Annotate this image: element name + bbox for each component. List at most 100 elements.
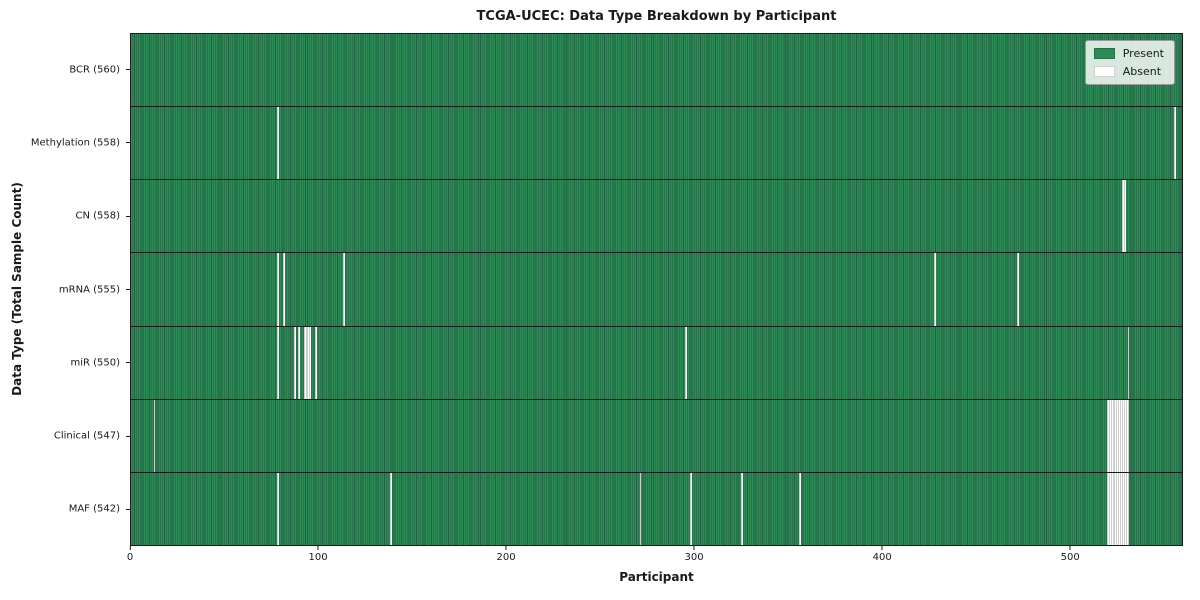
x-tick: 300 [685, 546, 704, 563]
heatmap-row [131, 399, 1182, 473]
absent-stripe [294, 326, 297, 399]
y-tick-label: Methylation (558) [30, 137, 120, 149]
absent-stripe [277, 326, 280, 399]
y-tick-label: Clinical (547) [53, 430, 120, 442]
absent-stripe [283, 253, 285, 326]
y-tick-mark [126, 69, 130, 71]
absent-stripe [799, 472, 801, 545]
absent-stripe [303, 326, 306, 399]
x-tick: 500 [1061, 546, 1080, 563]
absent-stripe [1127, 326, 1130, 399]
absent-stripe [1123, 399, 1126, 472]
x-tick-label: 500 [1060, 552, 1080, 563]
x-tick: 400 [873, 546, 892, 563]
absent-stripe [309, 326, 312, 399]
absent-stripe [1120, 399, 1122, 472]
absent-stripe [277, 107, 280, 180]
absent-stripe [1123, 180, 1126, 253]
heatmap [131, 34, 1182, 545]
x-tick: 200 [497, 546, 516, 563]
legend-label: Present [1122, 47, 1164, 60]
absent-stripe [277, 472, 280, 545]
x-tick-mark [881, 546, 883, 550]
absent-stripe [298, 326, 300, 399]
absent-stripe [1114, 472, 1117, 545]
x-tick-mark [1069, 546, 1071, 550]
x-tick-label: 400 [872, 552, 892, 563]
x-tick: 0 [127, 546, 133, 563]
y-tick-mark [126, 142, 130, 144]
x-tick-mark [693, 546, 695, 550]
absent-stripe [1121, 180, 1124, 253]
plot-area: Present Absent [130, 33, 1183, 546]
absent-stripe [1112, 472, 1115, 545]
absent-stripe [1174, 107, 1177, 180]
absent-stripe [1125, 472, 1128, 545]
x-tick-mark [317, 546, 319, 550]
y-tick-mark [126, 508, 130, 510]
x-tick-label: 200 [496, 552, 516, 563]
absent-stripe [934, 253, 937, 326]
y-tick-mark [126, 362, 130, 364]
absent-stripe [690, 472, 693, 545]
absent-stripe [1106, 472, 1109, 545]
legend-swatch [1093, 48, 1115, 59]
absent-stripe [639, 472, 642, 545]
x-tick-label: 0 [126, 552, 134, 563]
absent-stripe [740, 472, 743, 545]
absent-stripe [314, 326, 317, 399]
heatmap-row [131, 472, 1182, 545]
absent-stripe [277, 253, 280, 326]
heatmap-row [131, 34, 1182, 108]
absent-stripe [1110, 472, 1113, 545]
x-tick-label: 300 [684, 552, 704, 563]
absent-stripe [307, 326, 310, 399]
y-axis: BCR (560) Methylation (558) CN (558) mRNA (… [0, 33, 130, 546]
y-tick-label: MAF (542) [68, 503, 120, 515]
absent-stripe [153, 399, 156, 472]
heatmap-row [131, 253, 1182, 327]
absent-stripe [1125, 399, 1128, 472]
x-tick-label: 100 [308, 552, 328, 563]
absent-stripe [1118, 399, 1121, 472]
x-axis: 0 100 200 300 400 500 [127, 546, 1183, 576]
x-tick: 100 [308, 546, 328, 563]
y-tick-label: BCR (560) [69, 64, 120, 76]
absent-stripe [1112, 399, 1115, 472]
absent-stripe [1110, 399, 1113, 472]
absent-stripe [1116, 472, 1119, 545]
legend-label: Absent [1122, 65, 1162, 78]
x-tick-mark [129, 546, 131, 550]
heatmap-row [131, 326, 1182, 400]
x-axis-label: Participant [619, 570, 694, 584]
absent-stripe [684, 326, 687, 399]
legend-swatch [1093, 66, 1115, 77]
y-tick-label: CN (558) [75, 210, 120, 222]
absent-stripe [305, 326, 308, 399]
legend: Present Absent [1084, 40, 1175, 85]
y-tick-mark [126, 435, 130, 437]
chart-title: TCGA-UCEC: Data Type Breakdown by Partic… [476, 9, 837, 24]
absent-stripe [1108, 472, 1111, 545]
y-tick-mark [126, 215, 130, 217]
absent-stripe [1127, 399, 1130, 472]
absent-stripe [1114, 399, 1117, 472]
absent-stripe [1108, 399, 1111, 472]
absent-stripe [1123, 472, 1126, 545]
y-tick-label: miR (550) [70, 357, 120, 369]
legend-entry: Absent [1093, 65, 1164, 78]
absent-stripe [1106, 399, 1109, 472]
absent-stripe [343, 253, 345, 326]
absent-stripe [1121, 399, 1124, 472]
absent-stripe [1127, 472, 1130, 545]
absent-stripe [1116, 399, 1119, 472]
heatmap-row [131, 180, 1182, 254]
heatmap-row [131, 107, 1182, 181]
absent-stripe [1120, 472, 1122, 545]
absent-stripe [1016, 253, 1019, 326]
absent-stripe [1118, 472, 1121, 545]
y-tick-mark [126, 289, 130, 290]
absent-stripe [389, 472, 392, 545]
y-tick-label: mRNA (555) [58, 284, 120, 295]
